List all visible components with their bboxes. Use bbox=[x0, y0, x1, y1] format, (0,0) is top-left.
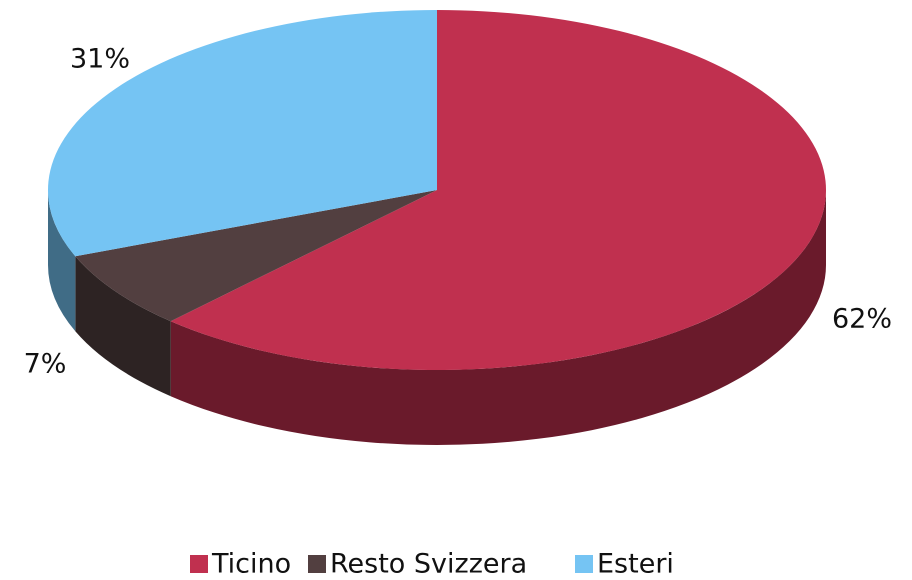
data-label: 62% bbox=[832, 304, 892, 335]
legend-swatch bbox=[308, 555, 326, 573]
pie-tops bbox=[47, 10, 826, 370]
data-label: 31% bbox=[70, 44, 130, 75]
legend-swatch bbox=[190, 555, 208, 573]
legend: Ticino Resto Svizzera Esteri bbox=[190, 549, 674, 580]
legend-label: Ticino bbox=[211, 549, 291, 580]
data-labels: 62% 7% 31% bbox=[24, 44, 892, 380]
pie-slice bbox=[47, 10, 438, 257]
pie-sides bbox=[48, 190, 826, 446]
pie-side bbox=[170, 190, 826, 446]
pie-slice bbox=[75, 190, 437, 322]
legend-label: Resto Svizzera bbox=[330, 549, 527, 580]
data-label: 7% bbox=[24, 349, 67, 380]
pie-side bbox=[75, 256, 171, 397]
pie-side bbox=[48, 190, 76, 332]
pie-slice bbox=[170, 10, 826, 370]
legend-label: Esteri bbox=[597, 549, 674, 580]
legend-swatch bbox=[575, 555, 593, 573]
